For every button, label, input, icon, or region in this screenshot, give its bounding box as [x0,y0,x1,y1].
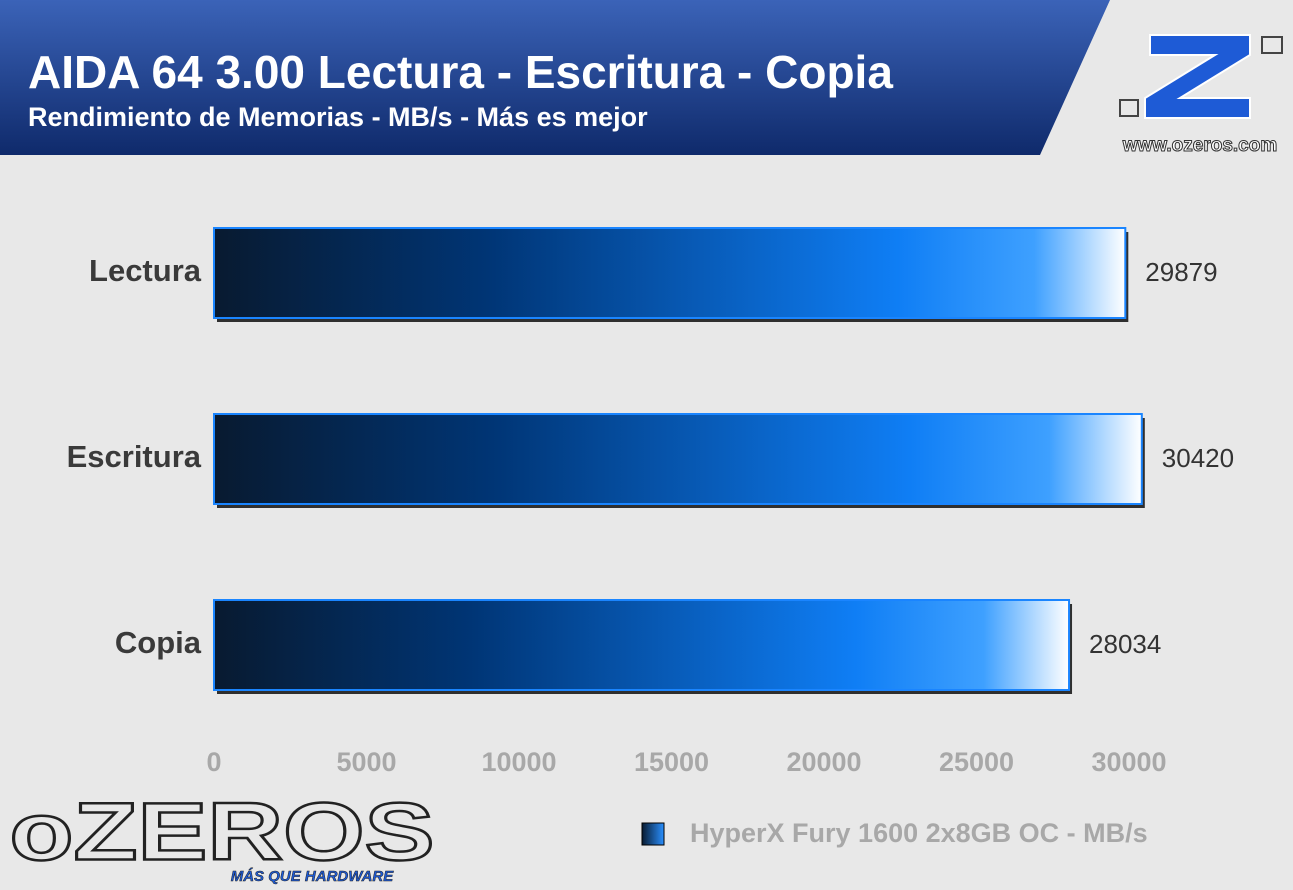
bar [213,227,1127,319]
x-tick-label: 30000 [1091,747,1166,777]
y-tick-label: Copia [115,625,202,660]
x-tick-label: 15000 [634,747,709,777]
header-band [0,0,1110,155]
bar [213,599,1071,691]
x-tick-label: 10000 [481,747,556,777]
legend-swatch [641,822,665,846]
legend-label: HyperX Fury 1600 2x8GB OC - MB/s [690,818,1148,848]
top-logo [1119,34,1283,119]
value-label: 29879 [1145,257,1217,287]
bottom-logo: oZEROS [10,787,435,878]
logo-tagline: MÁS QUE HARDWARE [231,868,394,885]
x-tick-label: 5000 [336,747,396,777]
value-label: 28034 [1089,629,1161,659]
value-label: 30420 [1162,443,1234,473]
site-url: www.ozeros.com [1122,135,1278,156]
x-tick-label: 0 [206,747,221,777]
x-tick-label: 20000 [786,747,861,777]
chart-subtitle: Rendimiento de Memorias - MB/s - Más es … [28,102,648,132]
y-tick-label: Lectura [89,253,202,288]
bar [213,413,1143,505]
chart-title: AIDA 64 3.00 Lectura - Escritura - Copia [28,46,893,98]
x-tick-label: 25000 [939,747,1014,777]
y-tick-label: Escritura [67,439,202,474]
